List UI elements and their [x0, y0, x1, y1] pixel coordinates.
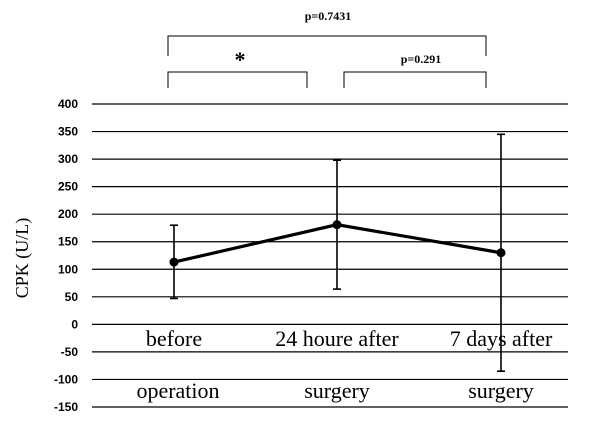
data-point: [496, 248, 506, 258]
right-bracket: [343, 71, 487, 88]
left-significance-star: *: [235, 47, 246, 72]
category-label: before: [146, 326, 202, 351]
y-tick-label: -150: [54, 400, 78, 414]
data-point: [332, 220, 342, 230]
right-p-value: p=0.291: [401, 52, 442, 66]
data-points: [169, 220, 506, 267]
y-tick-label: 350: [58, 125, 78, 139]
category-labels: before 24 houre after 7 days after opera…: [136, 326, 553, 403]
significance-brackets: [167, 35, 487, 88]
y-tick-labels: 400 350 300 250 200 150 100 50 0 -50 -100 -150: [54, 97, 78, 414]
y-tick-label: 100: [58, 262, 78, 276]
category-sublabel: surgery: [304, 378, 370, 403]
y-axis-label: CPK (U/L): [12, 218, 33, 299]
left-bracket: [167, 71, 308, 88]
category-sublabel: operation: [136, 378, 219, 403]
y-tick-label: 200: [58, 207, 78, 221]
category-label: 24 houre after: [275, 326, 399, 351]
outer-bracket: [167, 35, 487, 56]
y-tick-label: 300: [58, 152, 78, 166]
y-tick-label: 0: [71, 317, 78, 331]
y-tick-label: 50: [65, 290, 79, 304]
gridlines: [92, 103, 568, 408]
y-tick-label: 250: [58, 180, 78, 194]
y-tick-label: -100: [54, 372, 78, 386]
y-tick-label: 400: [58, 97, 78, 111]
y-tick-label: -50: [61, 345, 79, 359]
data-point: [169, 257, 179, 267]
category-sublabel: surgery: [468, 378, 534, 403]
outer-p-value: p=0.7431: [305, 9, 352, 23]
y-tick-label: 150: [58, 235, 78, 249]
